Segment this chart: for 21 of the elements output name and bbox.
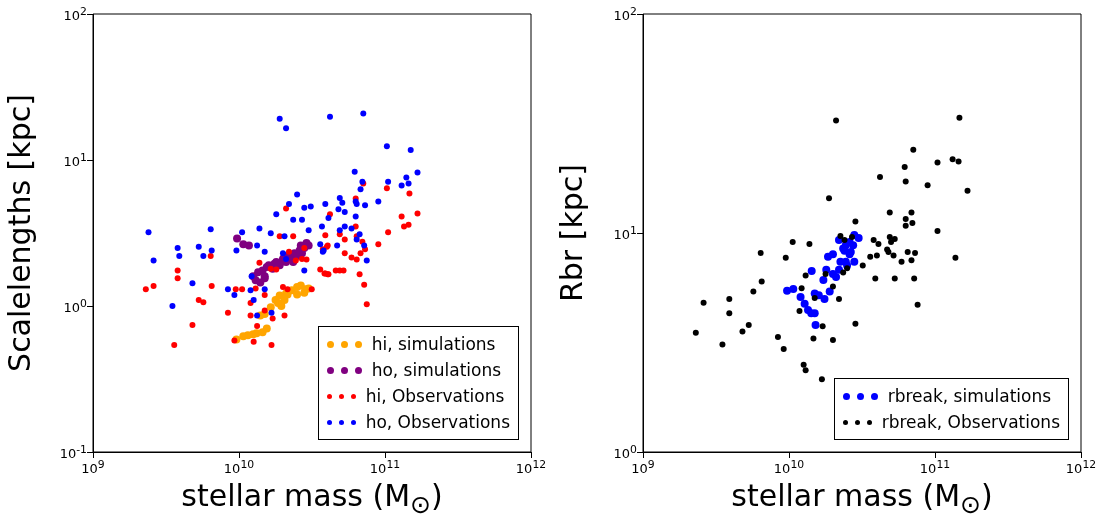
y-tick-label: 10$^{1}$ (613, 223, 637, 243)
legend-label: hi, Observations (365, 385, 505, 408)
legend-label: rbreak, Observations (881, 411, 1060, 434)
x-tick-label: 10$^{11}$ (919, 458, 951, 477)
x-tick-label: 10$^{12}$ (515, 458, 547, 477)
y-tick-label: 10$^{2}$ (613, 4, 637, 24)
x-tick-label: 10$^{10}$ (773, 458, 805, 477)
y-tick-label: 10$^{2}$ (63, 4, 87, 24)
y-tick-label: 10$^{0}$ (63, 296, 87, 316)
legend-label: hi, simulations (371, 333, 496, 356)
y-tick-label: 10$^{1}$ (63, 150, 87, 170)
x-tick-label: 10$^{12}$ (1065, 458, 1097, 477)
x-axis-title: stellar mass (M$_{⊙}$) (730, 478, 994, 519)
x-axis-title: stellar mass (M$_{⊙}$) (180, 478, 444, 519)
legend-label: ho, simulations (371, 359, 502, 382)
y-axis-title: Rbr [kpc] (554, 163, 589, 303)
y-axis-title: Scalelengths [kpc] (2, 94, 37, 372)
x-tick-label: 10$^{10}$ (223, 458, 255, 477)
legend-label: rbreak, simulations (887, 385, 1052, 408)
legend-label: ho, Observations (365, 411, 510, 434)
x-tick-label: 10$^{11}$ (369, 458, 401, 477)
